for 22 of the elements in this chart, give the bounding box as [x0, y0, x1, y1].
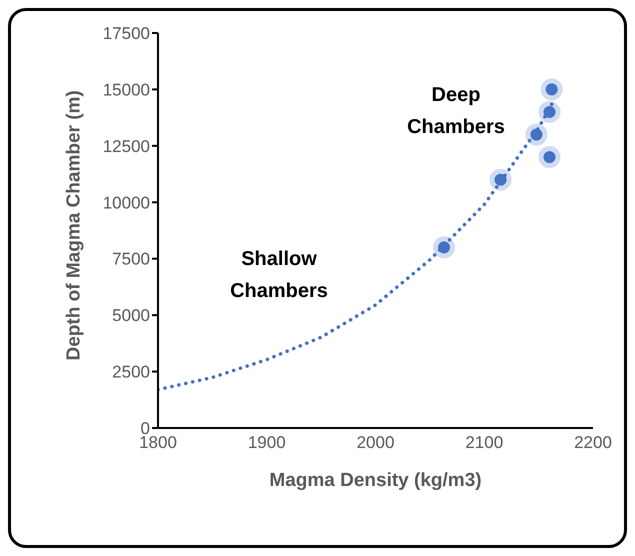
point	[433, 236, 456, 258]
y-axis-title: Depth of Magma Chamber (m)	[64, 90, 85, 360]
point	[538, 146, 560, 168]
x-axis-title: Magma Density (kg/m3)	[269, 470, 482, 491]
x-tick-label: 1900	[248, 433, 286, 452]
point	[490, 168, 512, 191]
y-tick-label: 5000	[112, 306, 150, 326]
x-tick-label: 2000	[356, 433, 394, 452]
y-tick-label: 17500	[102, 24, 150, 44]
point	[538, 101, 560, 123]
y-tick-label: 7500	[112, 250, 150, 269]
y-tick-label: 15000	[102, 80, 150, 100]
point	[540, 78, 563, 100]
x-tick-label: 1800	[139, 433, 177, 452]
x-tick-label: 2200	[574, 433, 612, 452]
y-tick-label: 2500	[112, 362, 150, 382]
annotation: Deep Chambers	[406, 83, 506, 140]
y-tick-label: 10000	[102, 193, 150, 212]
point	[525, 124, 548, 146]
x-tick-label: 2100	[465, 433, 504, 452]
y-tick-label: 12500	[102, 136, 150, 156]
annotation: Shallow Chambers	[229, 247, 329, 304]
